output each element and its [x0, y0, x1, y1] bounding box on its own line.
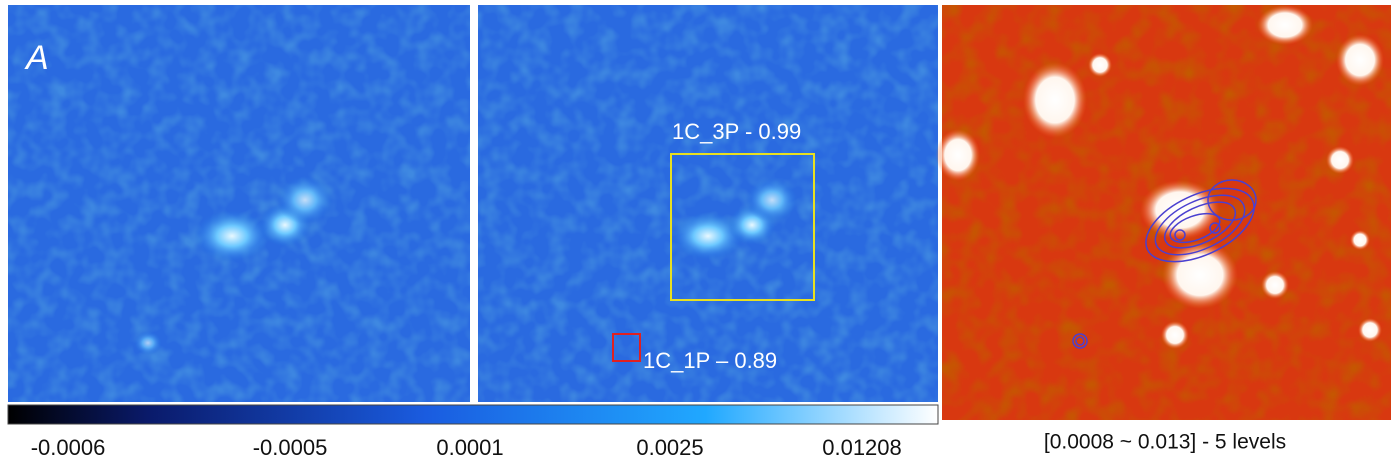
- panel-label: A: [24, 39, 49, 77]
- contour-caption: [0.0008 ~ 0.013] - 5 levels: [1044, 431, 1286, 454]
- selection-box: [670, 153, 815, 301]
- annotation: 1C_3P - 0.99: [672, 119, 801, 144]
- colorbar: -0.0006 -0.0005 0.0001 0.0025 0.01208: [7, 404, 939, 460]
- colorbar-tick-label: 0.01208: [822, 435, 902, 460]
- contours: [1072, 179, 1257, 349]
- colorbar-tick-label: -0.0006: [31, 435, 106, 460]
- colorbar-tick-label: -0.0005: [253, 435, 328, 460]
- image-panel-3: [936, 5, 1391, 420]
- image-panel-2: 1C_3P - 0.99 1C_1P – 0.89: [478, 5, 938, 402]
- colorbar-tick-label: 0.0001: [436, 435, 503, 460]
- selection-box: [612, 333, 641, 362]
- annotation: 1C_1P – 0.89: [643, 348, 777, 373]
- colorbar-tick-label: 0.0025: [636, 435, 703, 460]
- image-panel-1: A: [8, 5, 470, 402]
